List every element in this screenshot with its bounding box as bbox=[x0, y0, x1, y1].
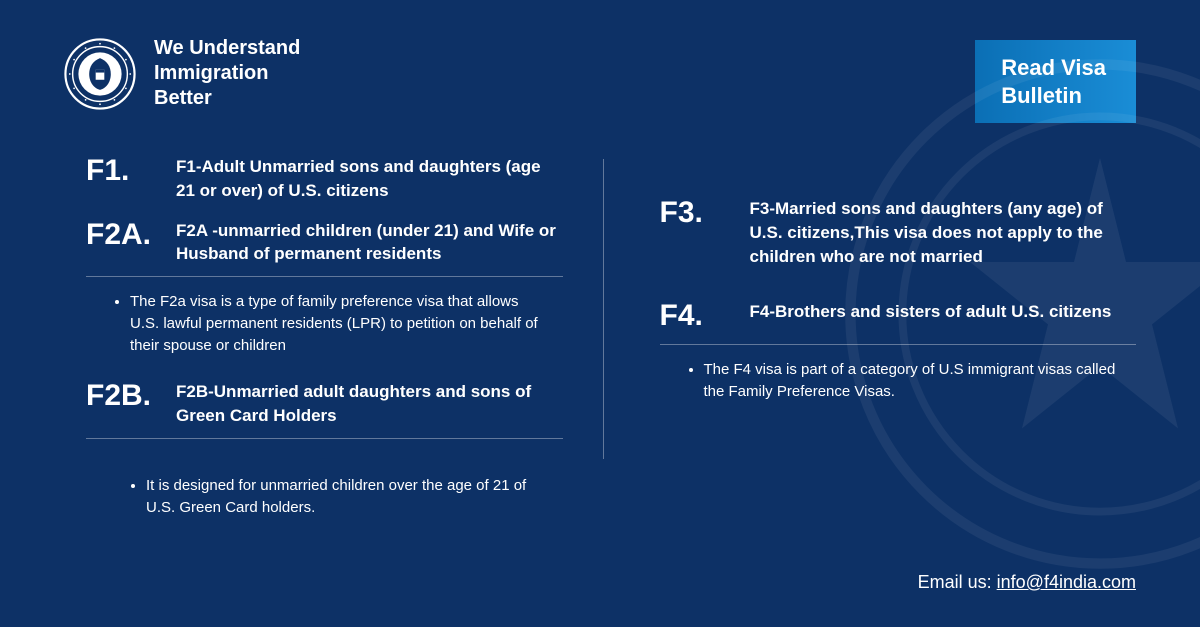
email-link[interactable]: info@f4india.com bbox=[997, 572, 1136, 592]
brand-line2: Immigration bbox=[154, 61, 300, 86]
f3-desc: F3-Married sons and daughters (any age) … bbox=[750, 195, 1137, 268]
brand-text: We Understand Immigration Better bbox=[154, 36, 300, 111]
f2a-bullet: The F2a visa is a type of family prefere… bbox=[130, 291, 543, 356]
f2b-desc: F2B-Unmarried adult daughters and sons o… bbox=[176, 378, 563, 428]
divider-line bbox=[660, 344, 1137, 345]
category-f4: F4. F4-Brothers and sisters of adult U.S… bbox=[660, 298, 1137, 334]
cta-line2: Bulletin bbox=[1001, 82, 1106, 110]
header: We Understand Immigration Better Read Vi… bbox=[0, 0, 1200, 123]
f3-code: F3. bbox=[660, 195, 732, 231]
brand-line3: Better bbox=[154, 86, 300, 111]
f2b-bullet-list: It is designed for unmarried children ov… bbox=[86, 475, 563, 519]
category-f1: F1. F1-Adult Unmarried sons and daughter… bbox=[86, 153, 563, 203]
f2b-code: F2B. bbox=[86, 378, 158, 414]
f2a-bullet-list: The F2a visa is a type of family prefere… bbox=[86, 291, 563, 356]
category-f3: F3. F3-Married sons and daughters (any a… bbox=[660, 195, 1137, 268]
left-column: F1. F1-Adult Unmarried sons and daughter… bbox=[86, 153, 603, 541]
content: F1. F1-Adult Unmarried sons and daughter… bbox=[0, 123, 1200, 541]
right-column: F3. F3-Married sons and daughters (any a… bbox=[604, 153, 1137, 541]
f4-desc: F4-Brothers and sisters of adult U.S. ci… bbox=[750, 298, 1112, 324]
divider-line bbox=[86, 438, 563, 439]
f1-code: F1. bbox=[86, 153, 158, 189]
seal-icon bbox=[64, 38, 136, 110]
email-label: Email us: bbox=[918, 572, 997, 592]
f2b-bullet: It is designed for unmarried children ov… bbox=[146, 475, 543, 519]
read-visa-bulletin-button[interactable]: Read Visa Bulletin bbox=[975, 40, 1136, 123]
email-contact: Email us: info@f4india.com bbox=[918, 572, 1136, 593]
category-f2b: F2B. F2B-Unmarried adult daughters and s… bbox=[86, 378, 563, 428]
f1-desc: F1-Adult Unmarried sons and daughters (a… bbox=[176, 153, 563, 203]
f4-bullet: The F4 visa is part of a category of U.S… bbox=[704, 359, 1137, 403]
f2a-code: F2A. bbox=[86, 217, 158, 253]
brand-line1: We Understand bbox=[154, 36, 300, 61]
f2a-desc: F2A -unmarried children (under 21) and W… bbox=[176, 217, 563, 267]
f4-bullet-list: The F4 visa is part of a category of U.S… bbox=[660, 359, 1137, 403]
cta-line1: Read Visa bbox=[1001, 54, 1106, 82]
brand-block: We Understand Immigration Better bbox=[64, 36, 300, 111]
f4-code: F4. bbox=[660, 298, 732, 334]
category-f2a: F2A. F2A -unmarried children (under 21) … bbox=[86, 217, 563, 267]
divider-line bbox=[86, 276, 563, 277]
